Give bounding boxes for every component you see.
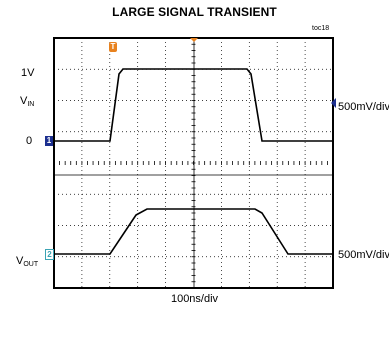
- vout-label-main: V: [16, 255, 24, 267]
- vout-trace: [54, 208, 333, 255]
- vin-label: VIN: [20, 95, 34, 108]
- vin-1v-label: 1V: [21, 67, 35, 79]
- ch2-ground-marker: 2: [45, 249, 54, 260]
- trigger-marker: T: [109, 42, 117, 52]
- trigger-position-marker: [190, 38, 198, 42]
- vin-trace: [54, 68, 333, 142]
- figure-id: toc18: [312, 25, 330, 32]
- ch1-scale-label: 500mV/div: [338, 101, 389, 113]
- time-scale-label: 100ns/div: [170, 293, 219, 305]
- axis-ticks: [53, 37, 334, 289]
- vin-label-main: V: [20, 95, 28, 107]
- vin-label-sub: IN: [27, 101, 35, 108]
- chart-title: LARGE SIGNAL TRANSIENT: [112, 5, 277, 19]
- vout-label-sub: OUT: [23, 261, 39, 268]
- vout-label: VOUT: [16, 255, 38, 268]
- ch2-scale-label: 500mV/div: [338, 249, 389, 261]
- ch1-ground-marker: 1: [45, 136, 53, 146]
- zero-label: 0: [26, 135, 33, 147]
- right-edge-marker: [331, 98, 336, 108]
